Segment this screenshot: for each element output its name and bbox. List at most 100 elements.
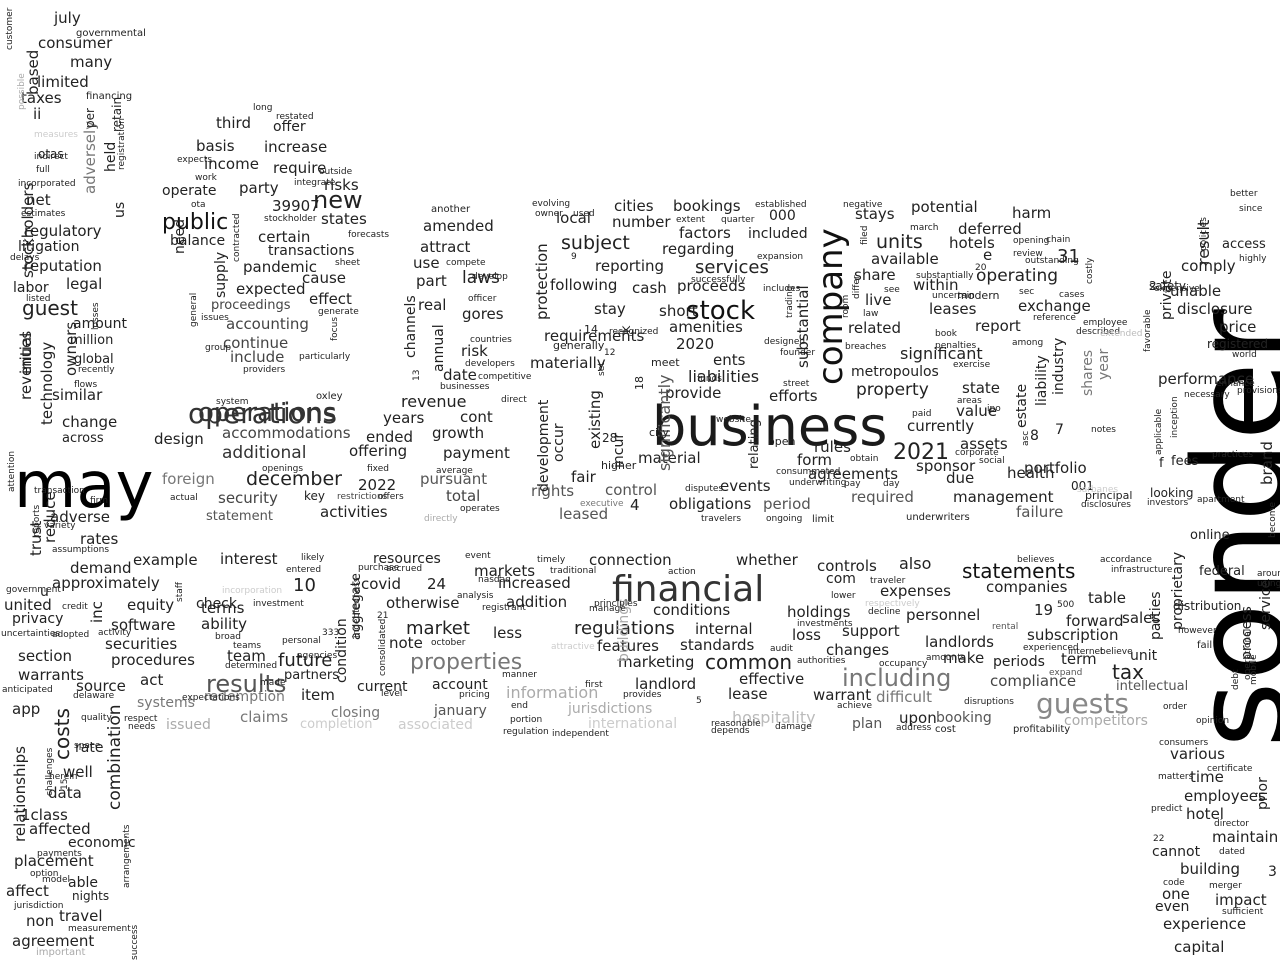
cloud-word: less [493, 624, 523, 642]
cloud-word: industry [1051, 337, 1067, 395]
cloud-word: activity [98, 628, 132, 638]
cloud-word: compete [446, 258, 486, 268]
cloud-word: forecasts [348, 230, 390, 240]
cloud-word: affect [6, 882, 49, 900]
cloud-word: date [443, 366, 477, 384]
cloud-word: operating [976, 266, 1059, 286]
cloud-word: applicable [1154, 408, 1164, 455]
cloud-word: leased [559, 505, 609, 523]
cloud-word: booking [936, 710, 992, 726]
cloud-word: experience [1163, 915, 1247, 933]
cloud-word: liability [1034, 355, 1050, 406]
cloud-word: 8 [1030, 428, 1039, 444]
cloud-word: additional [222, 443, 307, 463]
cloud-word: offer [273, 119, 306, 135]
cloud-word: stay [594, 300, 626, 318]
cloud-word: million [70, 333, 114, 348]
cloud-word: long [253, 103, 273, 113]
cloud-word: established [755, 200, 807, 210]
cloud-word: modern [957, 289, 1000, 302]
cloud-word: common [705, 650, 793, 674]
cloud-word: delaware [73, 691, 115, 701]
cloud-word: unit [1130, 648, 1158, 664]
cloud-word: limit [812, 514, 834, 525]
cloud-word: check [196, 596, 237, 612]
cloud-word: oxley [316, 391, 343, 402]
cloud-word: cost [935, 724, 956, 735]
cloud-word: investment [253, 599, 304, 609]
cloud-word: likely [301, 553, 325, 563]
cloud-word: states [321, 210, 367, 228]
cloud-word: value [956, 402, 997, 420]
cloud-word: cont [460, 408, 493, 426]
cloud-word: accommodations [222, 424, 351, 442]
cloud-word: reference [1033, 313, 1076, 323]
cloud-word: lease [728, 685, 768, 703]
cloud-word: plan [852, 716, 883, 732]
cloud-word: note [389, 634, 423, 652]
cloud-word: require [273, 159, 327, 177]
cloud-word: event [465, 551, 491, 561]
cloud-word: leases [929, 300, 977, 318]
cloud-word: agreement [12, 932, 95, 950]
cloud-word: indebtedness [352, 577, 362, 638]
cloud-word: full [36, 165, 50, 175]
cloud-word: city [649, 426, 669, 439]
cloud-word: room [841, 294, 851, 318]
cloud-word: terms [201, 599, 245, 617]
cloud-word: amounts [926, 653, 966, 663]
cloud-word: jurisdictions [568, 701, 653, 717]
cloud-word: agencies [297, 651, 338, 661]
cloud-word: law [863, 309, 879, 319]
cloud-word: underwriters [906, 512, 970, 523]
cloud-word: assumptions [52, 545, 110, 555]
cloud-word: properties [410, 650, 523, 675]
cloud-word: another [431, 204, 471, 215]
cloud-word: support [842, 622, 900, 640]
cloud-word: policies [1199, 217, 1209, 251]
cloud-word: quality [81, 713, 112, 723]
cloud-word: governmental [76, 28, 146, 39]
cloud-word: operations [198, 398, 337, 428]
cloud-word: significant [900, 344, 983, 363]
cloud-word: adopted [52, 630, 90, 640]
cloud-word: pursuant [420, 470, 488, 488]
cloud-word: metropoulos [851, 364, 939, 380]
cloud-word: state [962, 379, 1000, 397]
cloud-word: focus [330, 316, 340, 341]
cloud-word: failure [1016, 503, 1064, 521]
cloud-word: used [573, 209, 595, 219]
cloud-word: forward [1066, 612, 1124, 630]
cloud-word: rates [80, 530, 119, 548]
cloud-word: future [278, 650, 333, 671]
cloud-word: flows [74, 380, 98, 390]
cloud-word: required [851, 488, 914, 506]
cloud-word: taxes [21, 89, 62, 107]
cloud-word: even [1155, 899, 1190, 915]
cloud-word: officer [468, 294, 497, 304]
cloud-word: believe [1100, 647, 1133, 657]
cloud-word: term [1061, 650, 1097, 668]
cloud-word: manage [589, 604, 626, 614]
cloud-word: interest [220, 550, 278, 568]
cloud-word: cases [1059, 290, 1085, 300]
cloud-word: securities [105, 635, 178, 653]
cloud-word: filed [860, 225, 870, 245]
cloud-word: procedures [111, 651, 195, 669]
cloud-word: relating [747, 419, 762, 469]
cloud-word: statements [962, 559, 1076, 583]
cloud-word: number [612, 213, 671, 231]
cloud-word: matters [1158, 772, 1194, 782]
cloud-word: ongoing [766, 514, 803, 524]
cloud-word: corporate [955, 448, 999, 458]
cloud-word: disclosure [1177, 300, 1253, 318]
cloud-word: teams [233, 641, 262, 651]
cloud-word: level [381, 689, 403, 699]
cloud-word: limited [37, 73, 89, 91]
cloud-word: operations [188, 397, 338, 430]
cloud-word: ability [201, 615, 247, 633]
cloud-word: united [4, 596, 52, 614]
cloud-word: warrants [18, 666, 84, 684]
cloud-word: 20 [975, 263, 987, 273]
cloud-word: include [230, 348, 285, 366]
